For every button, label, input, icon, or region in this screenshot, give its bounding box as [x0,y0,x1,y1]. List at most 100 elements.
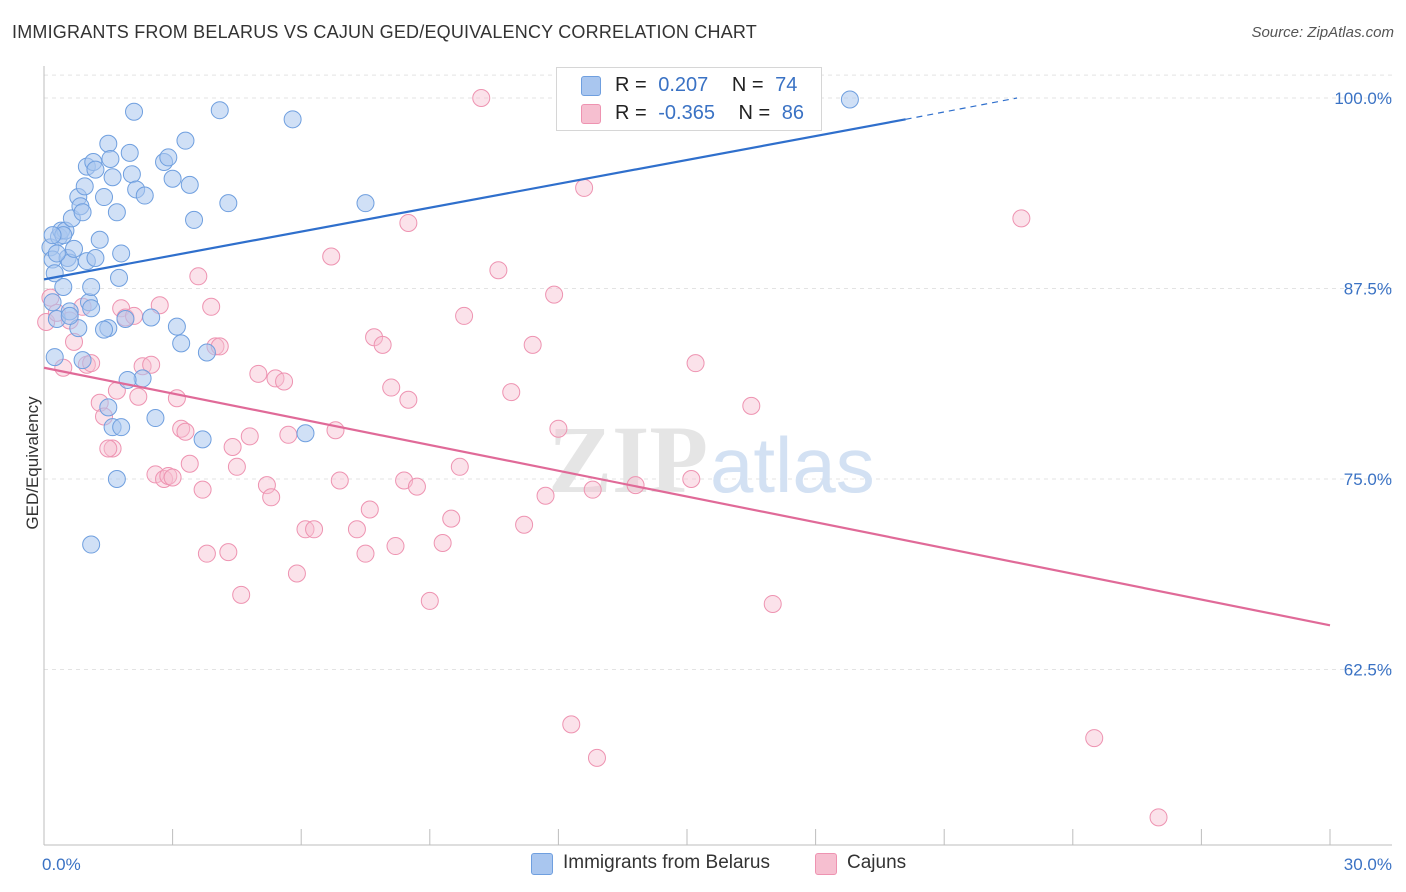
legend-r-value: -0.365 [658,102,715,124]
cajuns-point [575,178,594,197]
chart-title: IMMIGRANTS FROM BELARUS VS CAJUN GED/EQU… [12,22,757,42]
y-tick-label: 62.5% [1344,661,1392,680]
y-tick-labels: 62.5% 75.0% 87.5% 100.0% [1334,89,1392,680]
cajuns-point [287,564,306,583]
belarus-point [65,239,84,258]
x-tick-label: 0.0% [42,855,81,874]
belarus-trend-extension [905,97,1018,120]
correlation-legend: R = 0.207 N = 74 R = -0.365 N = 86 [556,67,822,131]
cajuns-point [262,488,281,507]
cajuns-point [1085,729,1104,748]
belarus-point [43,293,62,312]
belarus-point [167,317,186,336]
cajuns-point [1149,808,1168,827]
x-tick-labels: 0.0% 30.0% [42,855,1392,874]
belarus-swatch-icon [581,76,601,96]
cajuns-point [562,715,581,734]
bottom-legend-label: Immigrants from Belarus [563,852,770,873]
belarus-point [125,102,144,121]
cajuns-point [129,387,148,406]
legend-n-label: N = [738,102,771,124]
belarus-point [135,186,154,205]
belarus-point [75,177,94,196]
belarus-legend-icon [531,853,553,875]
cajuns-point [433,534,452,553]
cajuns-point [407,477,426,496]
cajuns-point [373,335,392,354]
bottom-legend-label: Cajuns [847,852,907,873]
cajuns-point [197,544,216,563]
cajuns-point [583,480,602,499]
belarus-point [193,430,212,449]
cajuns-point [382,378,401,397]
cajuns-point [682,470,701,488]
cajuns-point [399,213,418,232]
belarus-point [159,148,178,167]
belarus-point [73,203,92,222]
belarus-trend-line [43,118,906,281]
cajuns-point [472,89,491,107]
cajuns-trend-line [43,366,1331,627]
cajuns-point [686,354,705,373]
belarus-point [112,244,131,263]
y-tick-label: 75.0% [1344,470,1392,489]
cajuns-point [180,454,199,473]
legend-r-value: 0.207 [658,74,709,96]
cajuns-point [523,335,542,354]
belarus-point [133,369,152,388]
cajuns-point [399,390,418,409]
legend-r-label: R = [615,102,647,124]
belarus-point [45,348,64,367]
belarus-point [47,244,66,263]
belarus-point [180,175,199,194]
belarus-point [99,134,118,153]
cajuns-point [515,515,534,534]
belarus-point [283,110,302,129]
belarus-point [82,277,101,296]
belarus-point [840,90,859,109]
cajuns-point [763,594,782,613]
cajuns-point [330,471,349,490]
belarus-point [219,194,238,213]
belarus-point [112,418,131,437]
belarus-point [86,160,105,179]
belarus-point [172,334,191,353]
belarus-point [86,249,105,268]
cajuns-point [450,457,469,476]
belarus-point [146,409,165,428]
belarus-point [54,277,73,296]
cajuns-point [356,544,375,563]
cajuns-point [257,476,276,495]
belarus-point [176,131,195,150]
axes [43,66,1392,846]
cajuns-point [150,296,169,315]
belarus-point [101,149,120,168]
cajuns-point [232,585,251,604]
cajuns-legend-icon [815,853,837,875]
cajuns-point [455,306,474,325]
belarus-point [95,188,114,207]
cajuns-point [176,422,195,441]
belarus-point [95,320,114,339]
cajuns-point [587,748,606,767]
cajuns-point [1012,209,1031,228]
belarus-point [120,143,139,162]
cajuns-points [37,89,1168,827]
cajuns-swatch-icon [581,104,601,124]
cajuns-point [240,427,259,446]
cajuns-point [442,509,461,528]
belarus-point [142,308,161,327]
cajuns-point [103,439,122,458]
trend-lines [43,97,1331,627]
grid-lines [44,74,1392,670]
y-tick-label: 100.0% [1334,89,1392,108]
belarus-point [197,343,216,362]
belarus-points [41,90,859,554]
watermark-atlas: atlas [710,421,875,509]
belarus-point [163,169,182,188]
belarus-point [107,470,126,488]
cajuns-point [142,355,161,374]
belarus-point [82,535,101,554]
cajuns-point [189,267,208,286]
cajuns-point [99,439,118,458]
